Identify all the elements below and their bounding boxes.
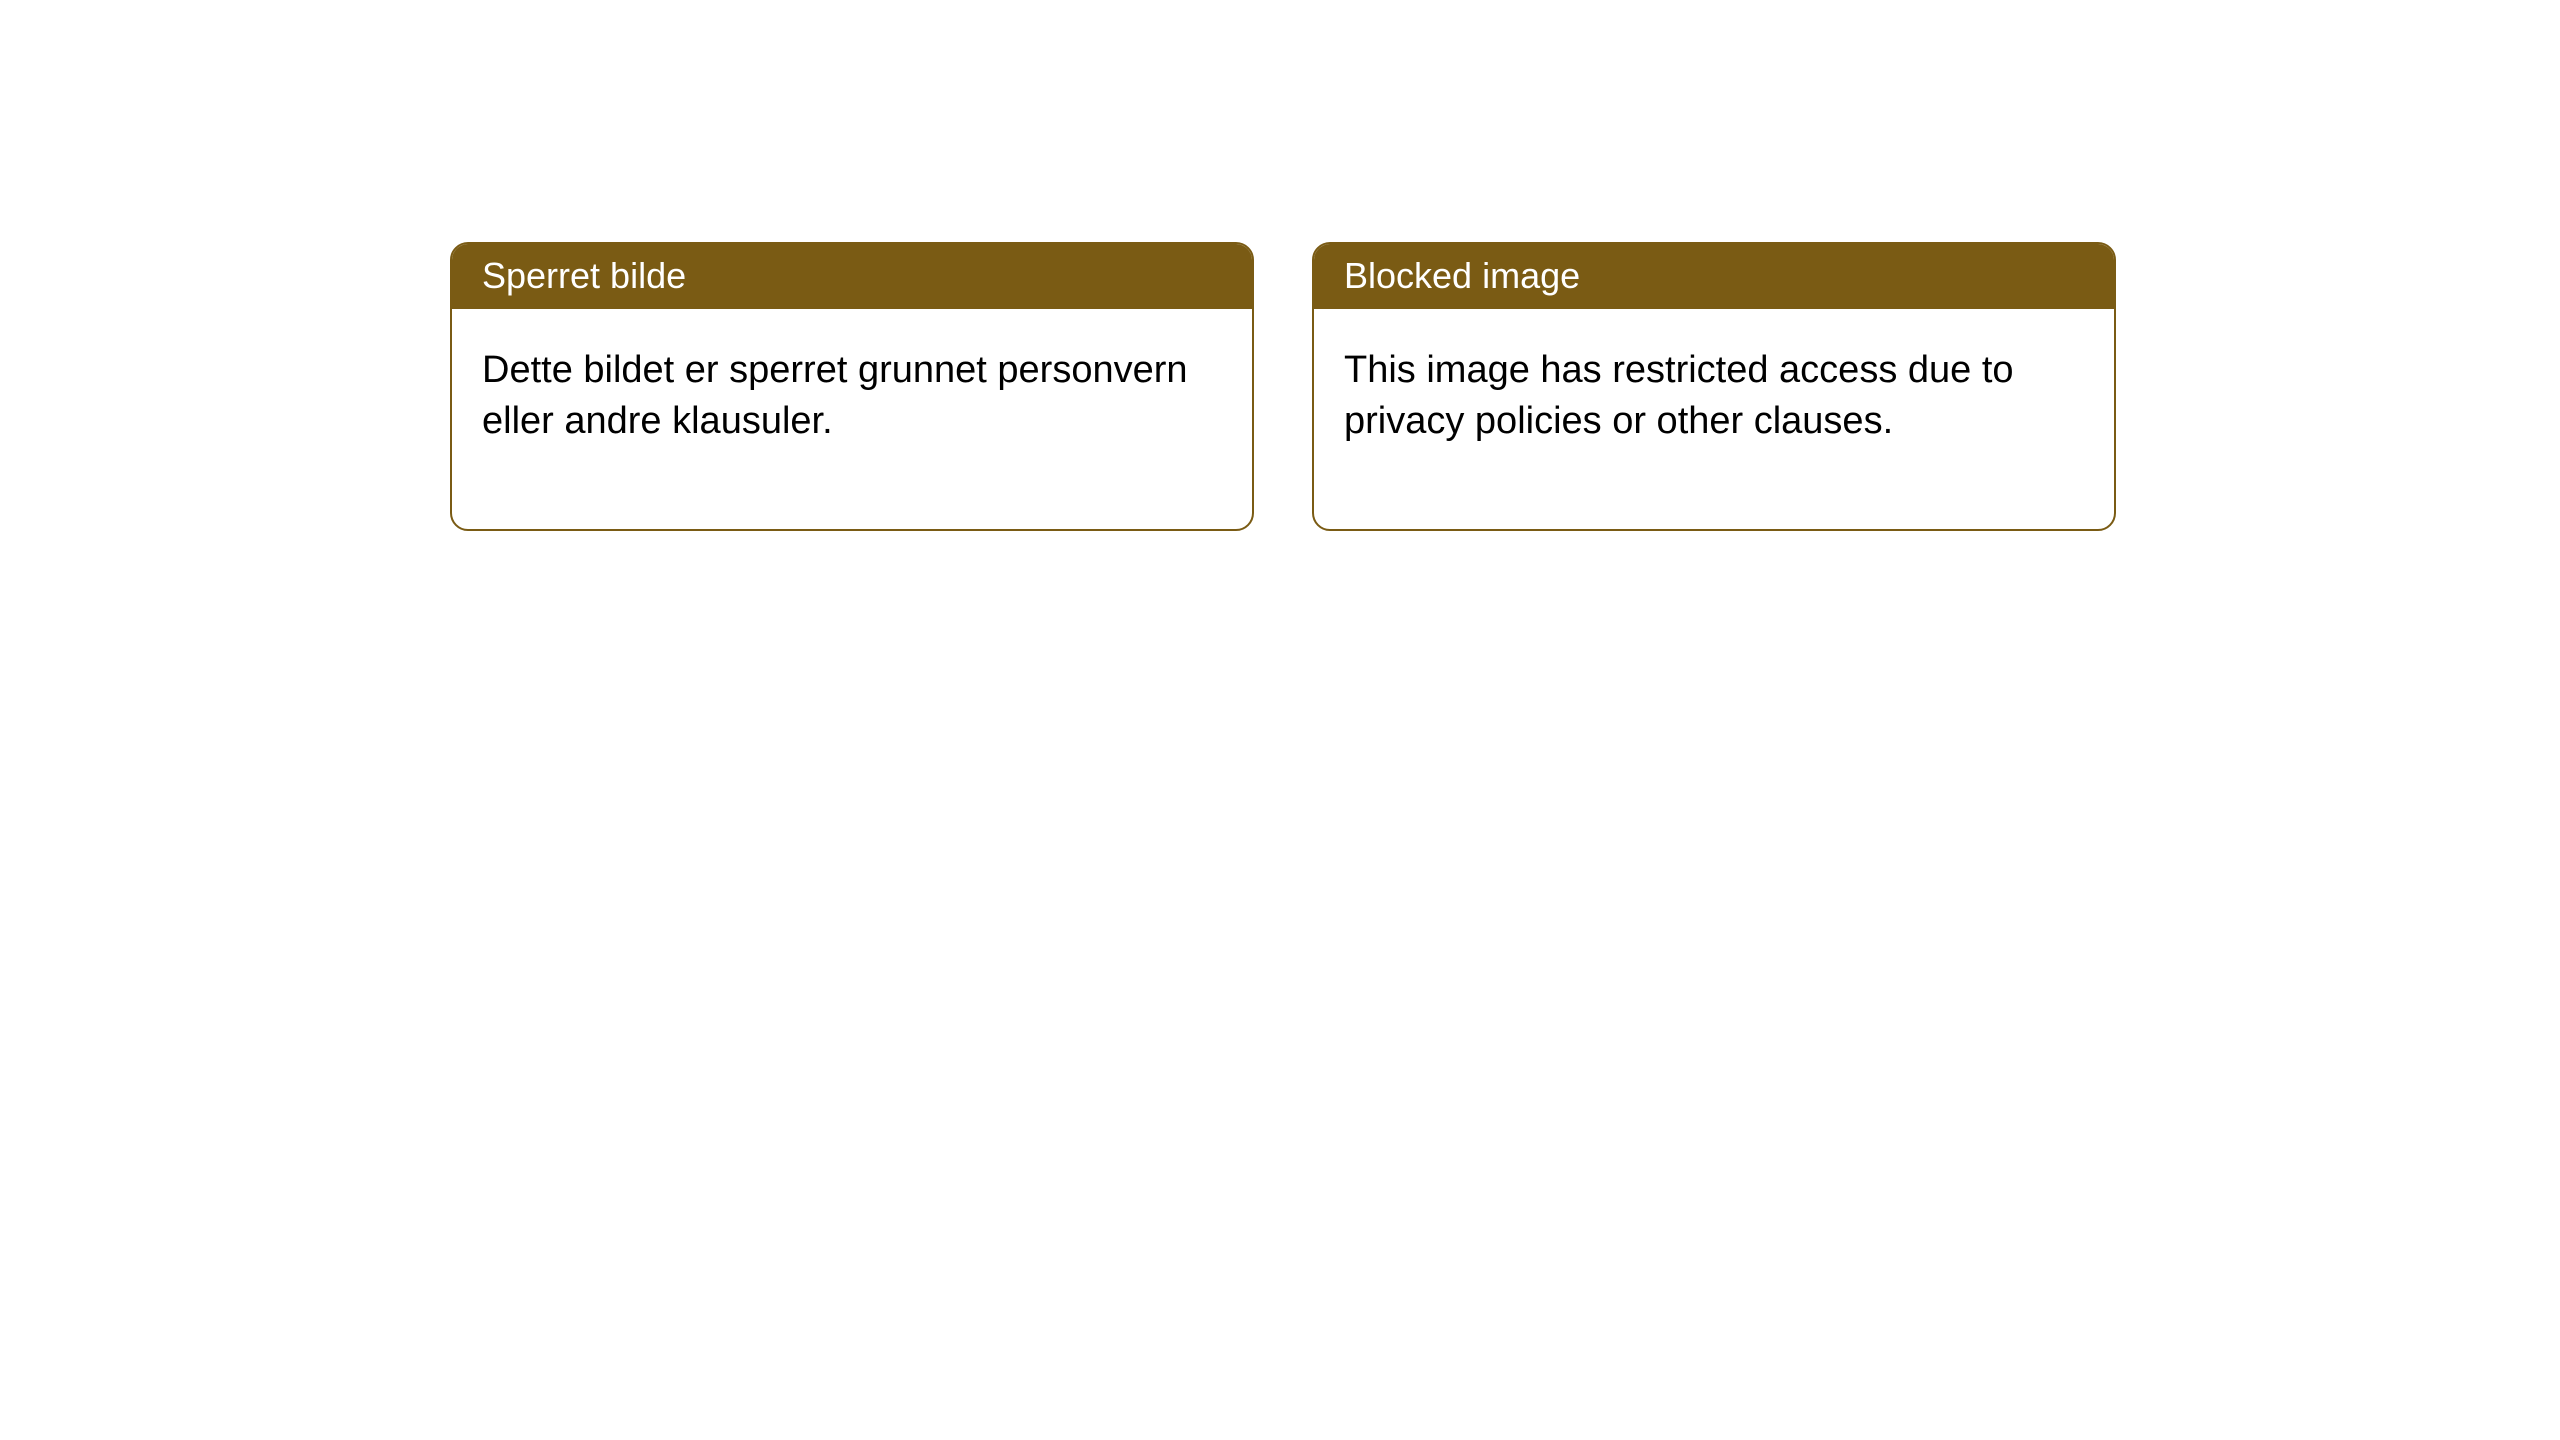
notice-card-body-english: This image has restricted access due to …	[1314, 309, 2114, 529]
notice-card-title-english: Blocked image	[1314, 244, 2114, 309]
notice-card-norwegian: Sperret bilde Dette bildet er sperret gr…	[450, 242, 1254, 531]
notice-card-english: Blocked image This image has restricted …	[1312, 242, 2116, 531]
notice-card-title-norwegian: Sperret bilde	[452, 244, 1252, 309]
notice-cards-container: Sperret bilde Dette bildet er sperret gr…	[450, 242, 2116, 531]
notice-card-body-norwegian: Dette bildet er sperret grunnet personve…	[452, 309, 1252, 529]
